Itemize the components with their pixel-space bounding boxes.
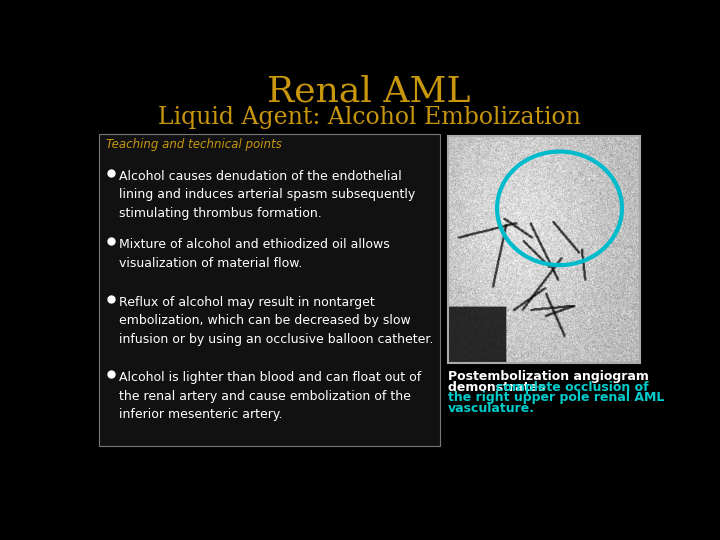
Text: Reflux of alcohol may result in nontarget
embolization, which can be decreased b: Reflux of alcohol may result in nontarge… — [120, 296, 434, 346]
Text: Renal AML: Renal AML — [267, 75, 471, 109]
Text: Postembolization angiogram: Postembolization angiogram — [448, 370, 649, 383]
Text: Teaching and technical points: Teaching and technical points — [106, 138, 282, 151]
FancyBboxPatch shape — [99, 134, 441, 446]
Text: Alcohol causes denudation of the endothelial
lining and induces arterial spasm s: Alcohol causes denudation of the endothe… — [120, 170, 415, 220]
Text: Mixture of alcohol and ethiodized oil allows
visualization of material flow.: Mixture of alcohol and ethiodized oil al… — [120, 238, 390, 269]
Text: complete occlusion of: complete occlusion of — [496, 381, 649, 394]
Text: demonstrates: demonstrates — [448, 381, 550, 394]
Text: the right upper pole renal AML: the right upper pole renal AML — [448, 392, 665, 404]
Text: Alcohol is lighter than blood and can float out of
the renal artery and cause em: Alcohol is lighter than blood and can fl… — [120, 372, 422, 421]
Text: Liquid Agent: Alcohol Embolization: Liquid Agent: Alcohol Embolization — [158, 106, 580, 129]
Text: vasculature.: vasculature. — [448, 402, 535, 415]
